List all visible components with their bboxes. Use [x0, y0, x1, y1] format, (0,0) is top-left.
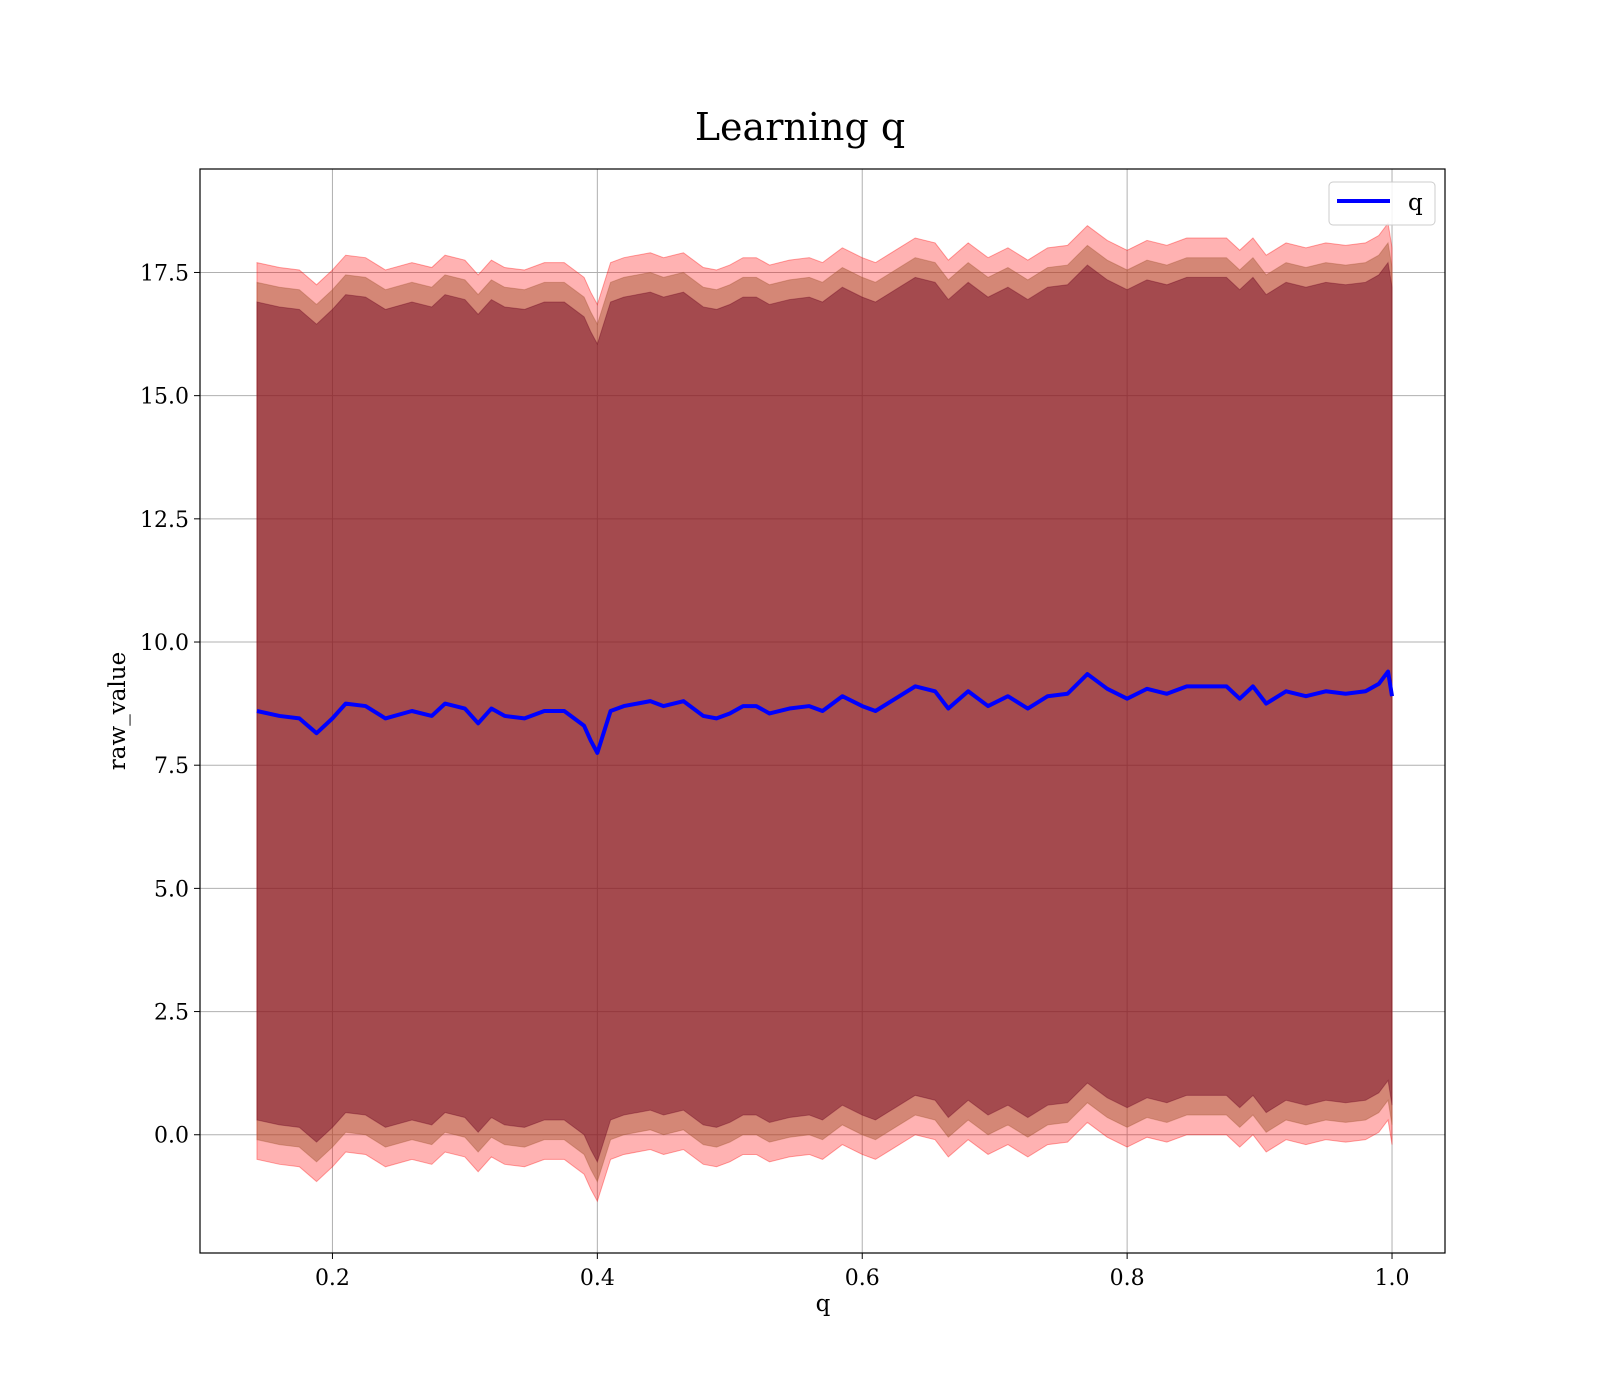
- x-tick-label: 1.0: [1375, 1266, 1410, 1291]
- x-tick-label: 0.6: [845, 1266, 880, 1291]
- band-middle: [256, 241, 1393, 1183]
- band-outer: [256, 221, 1393, 1203]
- y-tick-label: 12.5: [140, 508, 189, 533]
- x-tick-label: 0.4: [580, 1266, 615, 1291]
- legend: q: [1328, 181, 1436, 226]
- x-axis-label: q: [816, 1291, 831, 1317]
- x-tick-label: 0.8: [1110, 1266, 1145, 1291]
- y-tick-label: 10.0: [140, 631, 189, 656]
- band-inner: [256, 261, 1393, 1164]
- x-axis-ticks: 0.2 0.4 0.6 0.8 1.0: [315, 1253, 1410, 1291]
- series-lines: [256, 669, 1394, 755]
- legend-box: [1328, 181, 1436, 226]
- series-line-q: [256, 669, 1394, 755]
- x-tick-label: 0.2: [315, 1266, 350, 1291]
- y-tick-label: 17.5: [140, 261, 189, 286]
- y-axis-ticks: 0.0 2.5 5.0 7.5 10.0 12.5 15.0 17.5: [140, 261, 200, 1149]
- chart-title: Learning q: [695, 105, 905, 149]
- plot-frame: [199, 168, 1446, 1254]
- y-tick-label: 7.5: [154, 754, 189, 779]
- legend-label: q: [1408, 190, 1423, 216]
- grid-lines: [200, 169, 1445, 1253]
- y-tick-label: 2.5: [154, 1001, 189, 1026]
- confidence-bands: [256, 221, 1393, 1203]
- y-tick-label: 0.0: [154, 1124, 189, 1149]
- y-tick-label: 5.0: [154, 877, 189, 902]
- y-axis-label: raw_value: [105, 652, 131, 770]
- y-tick-label: 15.0: [140, 385, 189, 410]
